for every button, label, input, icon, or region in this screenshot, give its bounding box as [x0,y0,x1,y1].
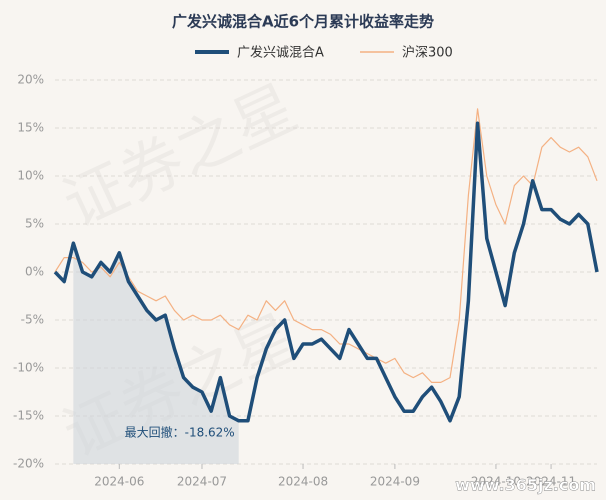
y-tick-label: 15% [17,121,44,135]
x-tick-label: 2024-08 [278,475,328,489]
y-tick-label: -20% [13,457,44,471]
drawdown-area [73,243,239,464]
series-line [54,108,598,383]
y-tick-label: 0% [25,265,44,279]
watermark: 证券之星 [52,70,308,241]
watermark: www.365jz.com [455,476,596,495]
x-tick-label: 2024-07 [177,475,227,489]
y-tick-label: -15% [13,409,44,423]
legend-label: 广发兴诚混合A [237,45,324,61]
annotation: 最大回撤：-18.62% [125,425,235,440]
series-line [53,121,599,423]
y-tick-label: 10% [17,169,44,183]
x-tick-label: 2024-10 [471,475,521,489]
y-tick-label: -10% [13,361,44,375]
y-tick-label: 5% [25,217,44,231]
y-tick-label: -5% [21,313,44,327]
y-tick-label: 20% [17,73,44,87]
x-tick-label: 2024-09 [370,475,420,489]
legend-label: 沪深300 [402,45,453,61]
x-tick-label: 2024-11 [526,475,576,489]
x-tick-label: 2024-06 [94,475,144,489]
chart-title: 广发兴诚混合A近6个月累计收益率走势 [172,13,434,31]
